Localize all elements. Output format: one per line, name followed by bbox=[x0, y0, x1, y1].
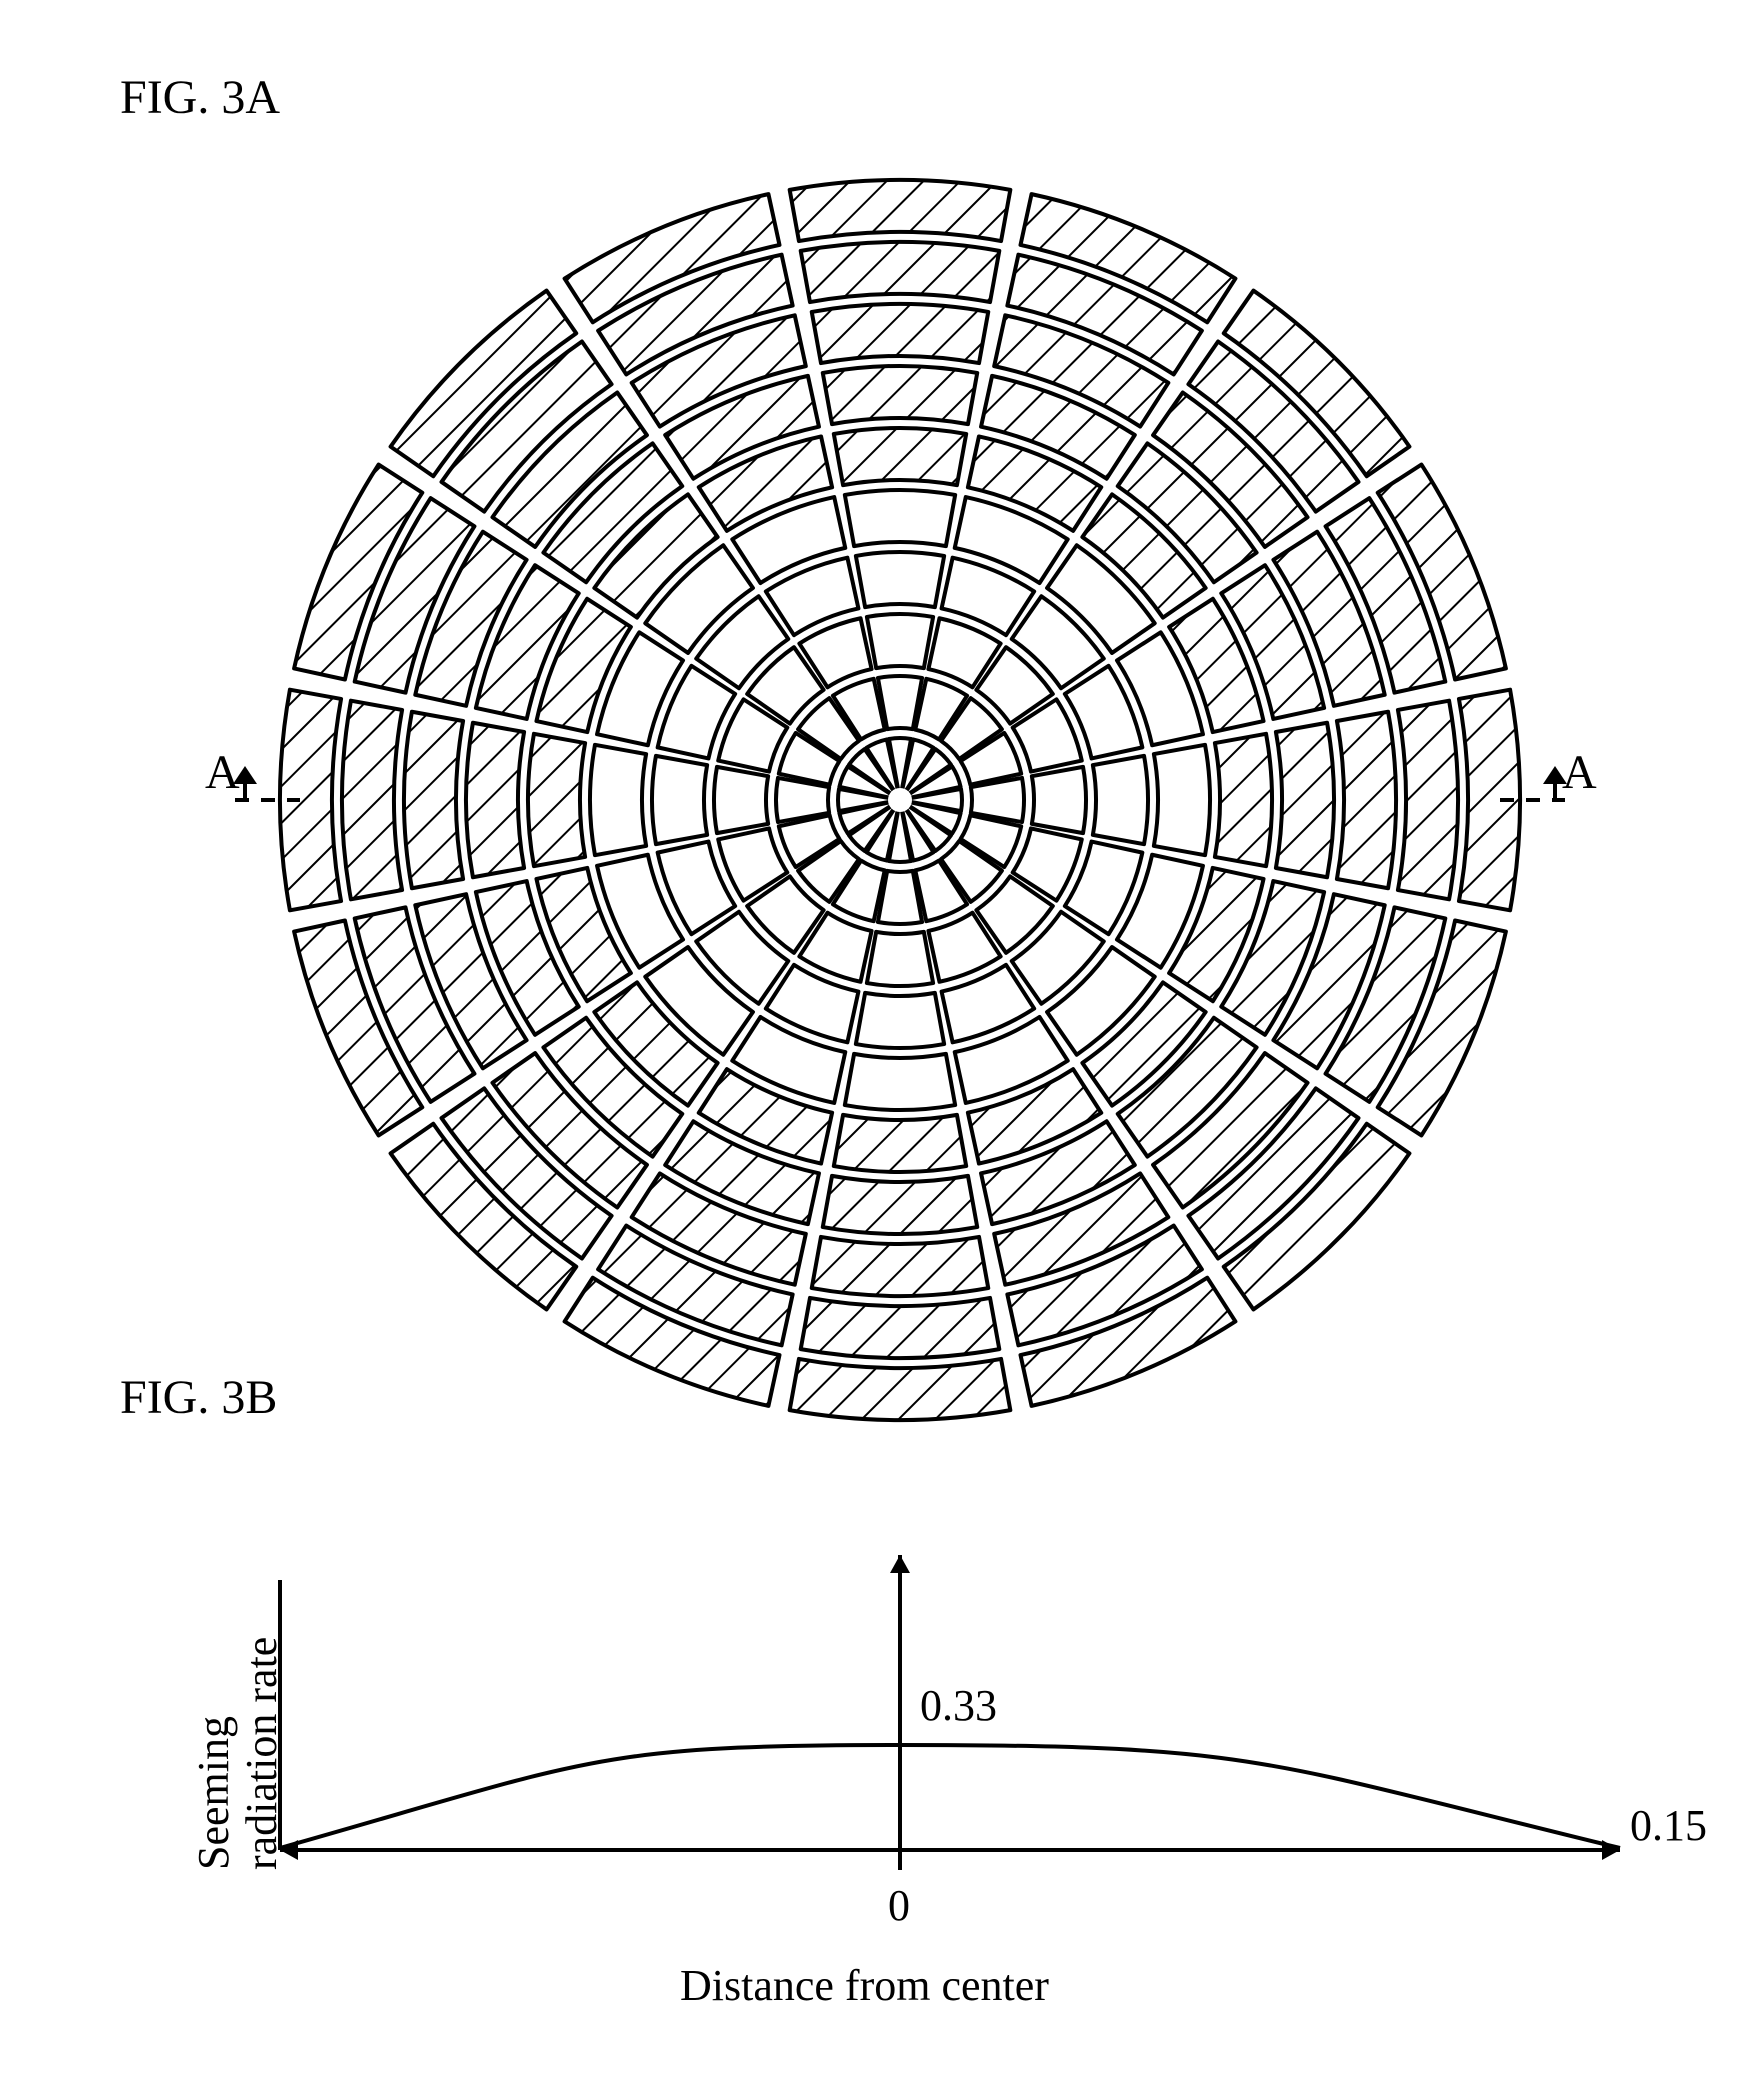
y-axis-arrow bbox=[890, 1555, 910, 1573]
ring-sector bbox=[1093, 756, 1148, 844]
page: FIG. 3A FIG. 3B A A 0.33 0.15 0 Distance… bbox=[0, 0, 1755, 2094]
ring-sector bbox=[834, 1115, 966, 1172]
ring-sector bbox=[856, 993, 944, 1048]
ring-sector bbox=[845, 490, 955, 546]
ring-sector bbox=[1337, 712, 1396, 889]
ring-sector bbox=[790, 180, 1011, 241]
fig-3b-chart bbox=[280, 1555, 1620, 1870]
ring-sector bbox=[528, 734, 585, 866]
ring-sector bbox=[1398, 701, 1458, 900]
ring-sector bbox=[1215, 734, 1272, 866]
ring-sector bbox=[714, 767, 768, 833]
ring-sector bbox=[834, 428, 966, 485]
ring-sector bbox=[845, 1054, 955, 1110]
diagram-svg bbox=[0, 0, 1755, 2094]
ring-sector bbox=[812, 1237, 989, 1296]
ring-sector bbox=[1276, 723, 1334, 877]
ring-sector bbox=[652, 756, 707, 844]
ring-sector bbox=[823, 1176, 977, 1234]
ring-sector bbox=[1032, 767, 1086, 833]
radiation-curve bbox=[280, 1745, 1620, 1848]
ring-sector bbox=[466, 723, 524, 877]
ring-sector bbox=[342, 701, 402, 900]
ring-sector bbox=[867, 932, 933, 986]
ring-sector bbox=[823, 366, 977, 424]
section-arrow-left-head bbox=[233, 766, 257, 784]
ring-sector bbox=[590, 745, 646, 855]
ring-sector bbox=[867, 614, 933, 668]
ring-sector bbox=[404, 712, 463, 889]
section-arrow-right-head bbox=[1543, 766, 1567, 784]
ring-sector bbox=[801, 1298, 1000, 1358]
ring-sector bbox=[801, 242, 1000, 302]
ring-sector bbox=[856, 552, 944, 607]
fig-3a-diagram bbox=[233, 180, 1567, 1420]
ring-sector bbox=[1154, 745, 1210, 855]
ring-sector bbox=[790, 1359, 1011, 1420]
ring-sector bbox=[812, 304, 989, 363]
